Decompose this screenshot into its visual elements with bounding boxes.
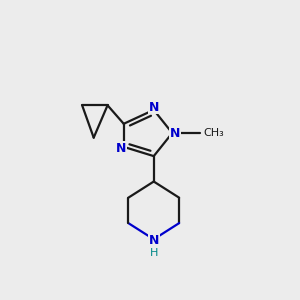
Text: N: N xyxy=(116,142,126,154)
Text: CH₃: CH₃ xyxy=(203,128,224,138)
Text: H: H xyxy=(150,248,158,258)
Text: N: N xyxy=(148,100,159,114)
Text: N: N xyxy=(148,234,159,247)
Text: N: N xyxy=(170,127,180,140)
